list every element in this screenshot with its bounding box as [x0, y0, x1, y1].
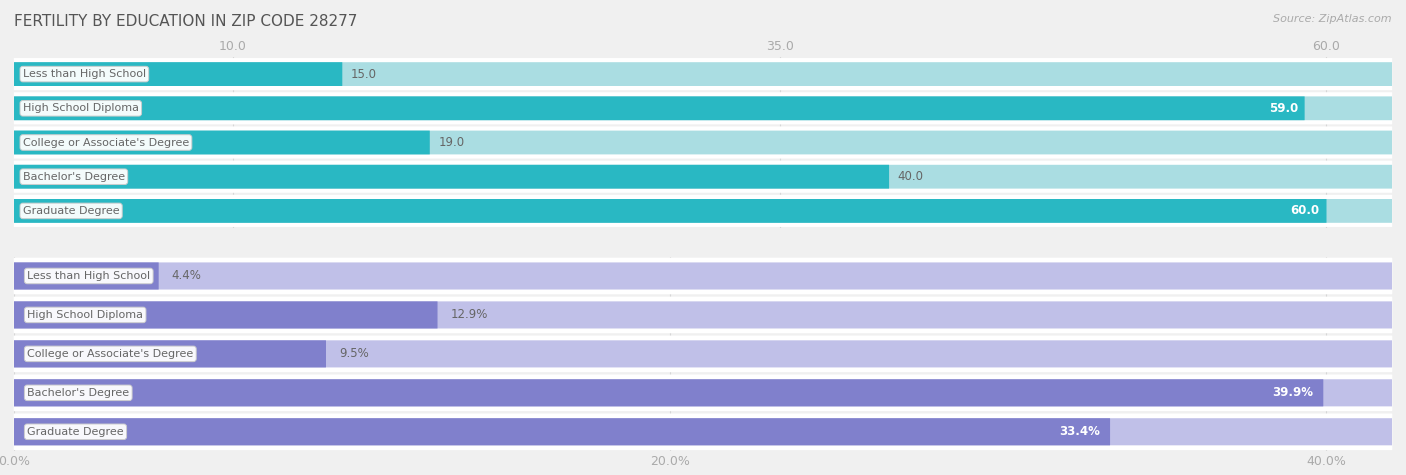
Text: 59.0: 59.0	[1268, 102, 1298, 115]
FancyBboxPatch shape	[14, 301, 437, 329]
FancyBboxPatch shape	[14, 374, 1392, 411]
FancyBboxPatch shape	[14, 418, 1392, 446]
FancyBboxPatch shape	[14, 58, 1392, 90]
Text: Source: ZipAtlas.com: Source: ZipAtlas.com	[1274, 14, 1392, 24]
FancyBboxPatch shape	[14, 131, 1392, 154]
FancyBboxPatch shape	[14, 379, 1323, 407]
FancyBboxPatch shape	[14, 418, 1111, 446]
Text: Less than High School: Less than High School	[27, 271, 150, 281]
FancyBboxPatch shape	[14, 161, 1392, 193]
FancyBboxPatch shape	[14, 262, 159, 290]
FancyBboxPatch shape	[14, 96, 1392, 120]
Text: College or Associate's Degree: College or Associate's Degree	[22, 137, 188, 148]
Text: 9.5%: 9.5%	[339, 347, 368, 361]
FancyBboxPatch shape	[14, 165, 1392, 189]
FancyBboxPatch shape	[14, 131, 430, 154]
Text: Graduate Degree: Graduate Degree	[27, 427, 124, 437]
FancyBboxPatch shape	[14, 379, 1392, 407]
Text: Bachelor's Degree: Bachelor's Degree	[27, 388, 129, 398]
Text: 12.9%: 12.9%	[450, 308, 488, 322]
Text: FERTILITY BY EDUCATION IN ZIP CODE 28277: FERTILITY BY EDUCATION IN ZIP CODE 28277	[14, 14, 357, 29]
Text: 40.0: 40.0	[897, 170, 924, 183]
Text: Bachelor's Degree: Bachelor's Degree	[22, 171, 125, 182]
FancyBboxPatch shape	[14, 335, 1392, 372]
FancyBboxPatch shape	[14, 126, 1392, 159]
FancyBboxPatch shape	[14, 199, 1392, 223]
Text: 4.4%: 4.4%	[172, 269, 201, 283]
Text: Less than High School: Less than High School	[22, 69, 146, 79]
FancyBboxPatch shape	[14, 96, 1305, 120]
FancyBboxPatch shape	[14, 262, 1392, 290]
Text: High School Diploma: High School Diploma	[22, 103, 139, 114]
FancyBboxPatch shape	[14, 92, 1392, 124]
Text: 19.0: 19.0	[439, 136, 464, 149]
FancyBboxPatch shape	[14, 413, 1392, 450]
FancyBboxPatch shape	[14, 62, 1392, 86]
Text: High School Diploma: High School Diploma	[27, 310, 143, 320]
Text: 15.0: 15.0	[352, 67, 377, 81]
FancyBboxPatch shape	[14, 62, 342, 86]
Text: 60.0: 60.0	[1291, 204, 1320, 218]
Text: 33.4%: 33.4%	[1059, 425, 1099, 438]
FancyBboxPatch shape	[14, 301, 1392, 329]
FancyBboxPatch shape	[14, 296, 1392, 333]
Text: College or Associate's Degree: College or Associate's Degree	[27, 349, 194, 359]
FancyBboxPatch shape	[14, 195, 1392, 227]
FancyBboxPatch shape	[14, 340, 1392, 368]
FancyBboxPatch shape	[14, 199, 1326, 223]
FancyBboxPatch shape	[14, 340, 326, 368]
Text: 39.9%: 39.9%	[1272, 386, 1313, 399]
FancyBboxPatch shape	[14, 165, 889, 189]
FancyBboxPatch shape	[14, 257, 1392, 294]
Text: Graduate Degree: Graduate Degree	[22, 206, 120, 216]
